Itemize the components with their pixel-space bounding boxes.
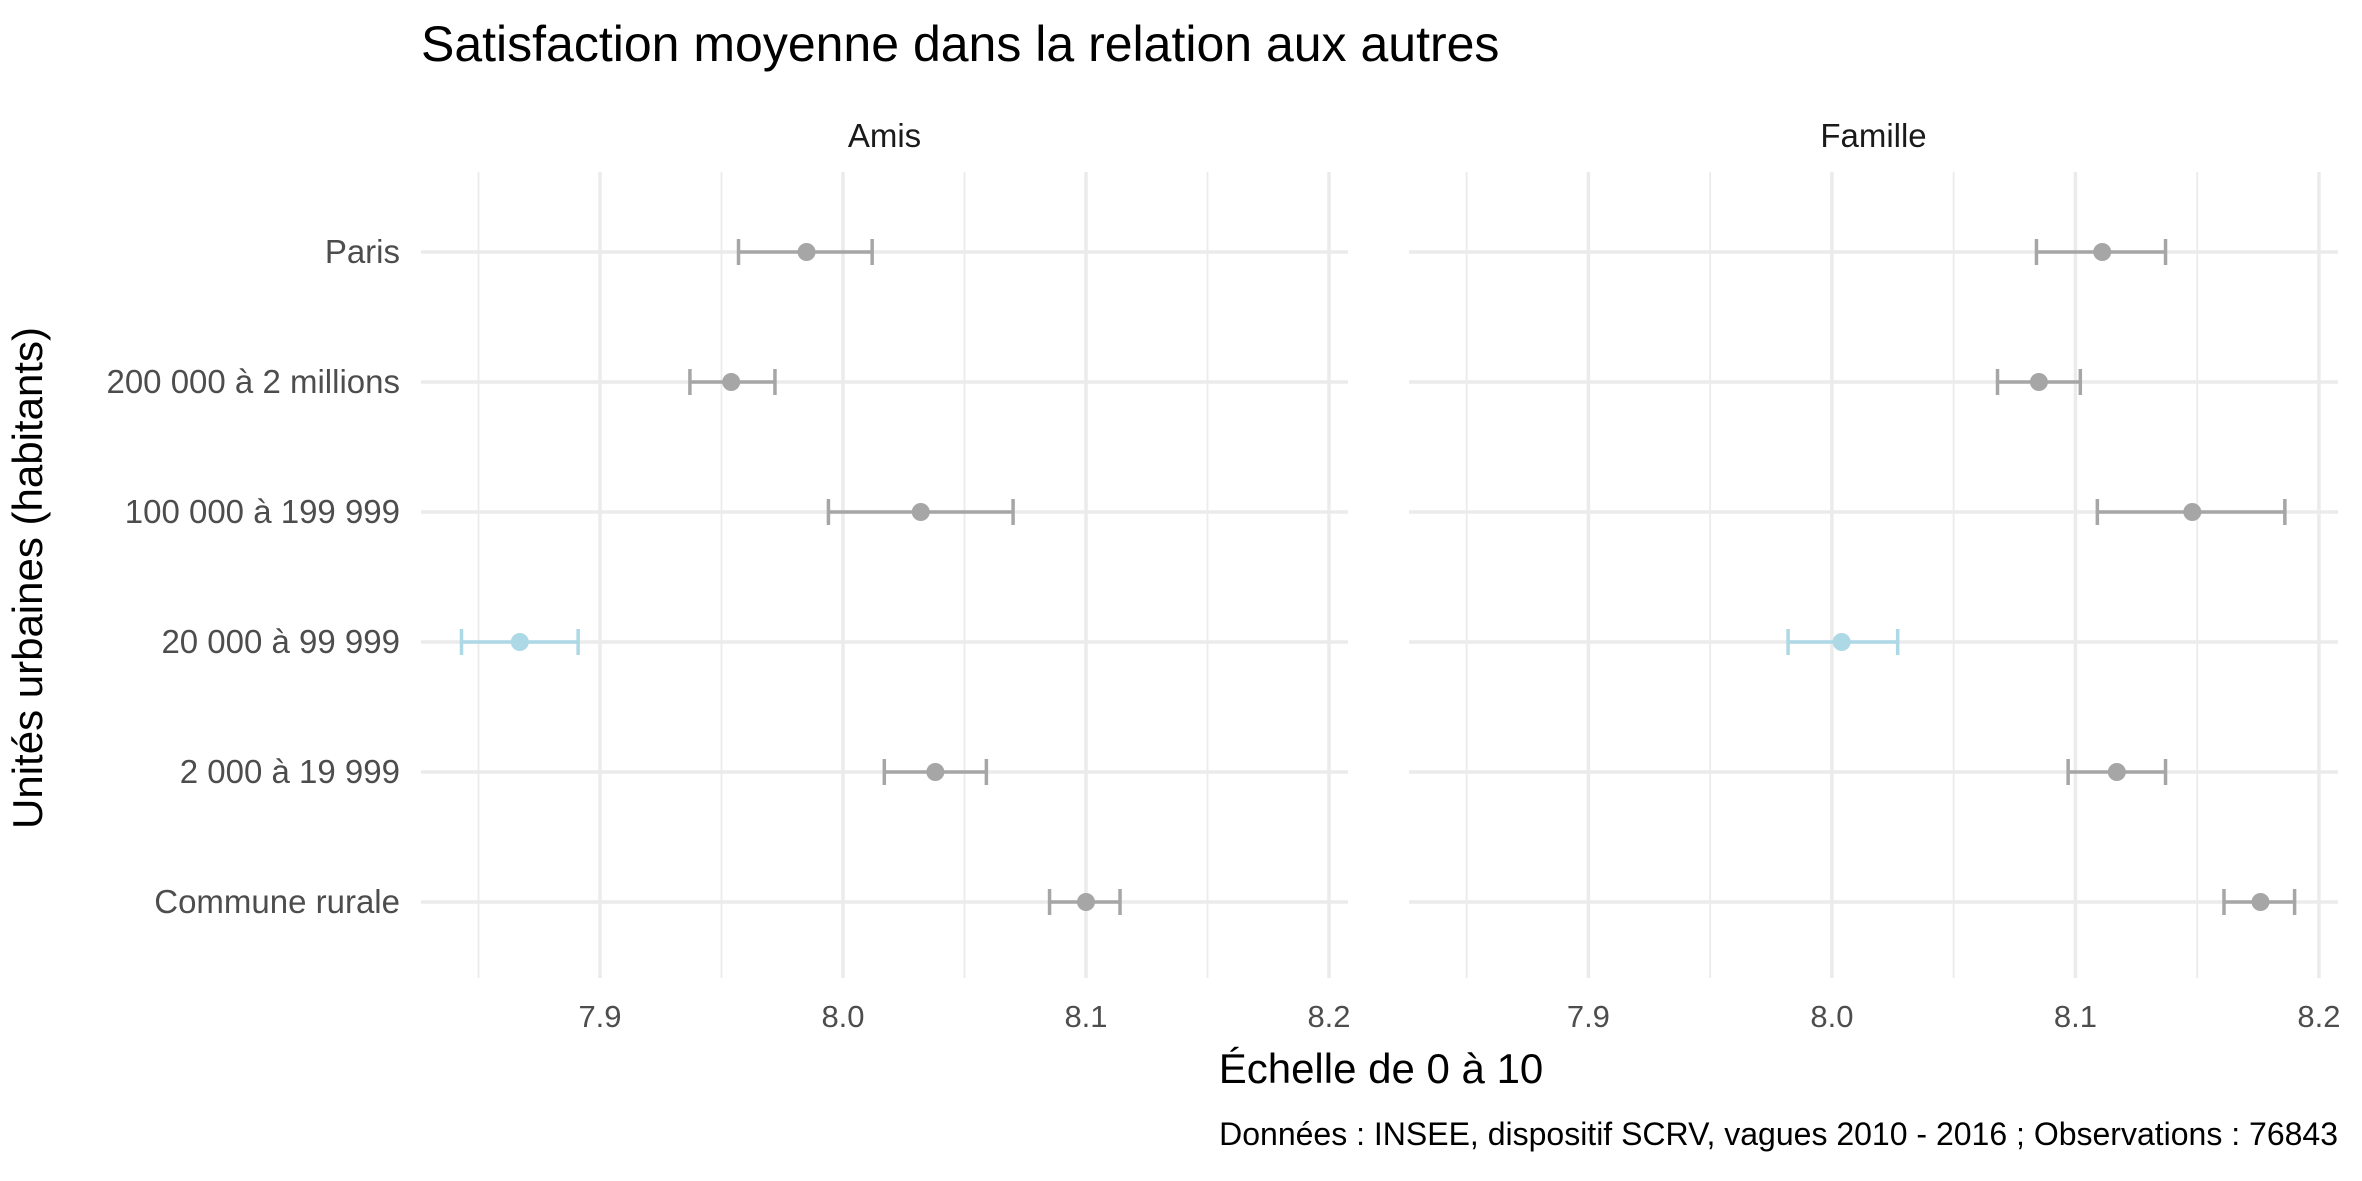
point-amis-100-000-a-199-999 bbox=[911, 503, 930, 521]
point-amis-paris bbox=[797, 243, 816, 261]
chart-caption: Données : INSEE, dispositif SCRV, vagues… bbox=[1219, 1116, 2338, 1152]
point-amis-commune-rurale bbox=[1077, 893, 1095, 911]
y-tick-commune-rurale: Commune rurale bbox=[154, 883, 400, 920]
facet-amis: Amis 7.9 8.0 8.1 8.2 bbox=[421, 117, 1351, 1034]
y-tick-20-000-a-99-999: 20 000 à 99 999 bbox=[161, 623, 400, 660]
y-tick-100-000-a-199-999: 100 000 à 199 999 bbox=[125, 493, 400, 530]
point-famille-2-000-a-19-999 bbox=[2107, 763, 2126, 781]
x-tick-amis-7-9: 7.9 bbox=[578, 999, 621, 1034]
x-tick-amis-8-0: 8.0 bbox=[821, 999, 864, 1034]
point-famille-paris bbox=[2093, 243, 2112, 261]
facet-label-famille: Famille bbox=[1820, 117, 1926, 154]
facet-label-amis: Amis bbox=[848, 117, 921, 154]
facet-panels: Amis 7.9 8.0 8.1 8.2 Famille 7.9 8.0 8.1 8.2 bbox=[421, 117, 2341, 1034]
x-tick-famille-8-1: 8.1 bbox=[2054, 999, 2097, 1034]
point-amis-20-000-a-99-999 bbox=[510, 633, 529, 651]
x-tick-amis-8-2: 8.2 bbox=[1307, 999, 1350, 1034]
point-famille-commune-rurale bbox=[2251, 893, 2270, 911]
x-axis-title: Échelle de 0 à 10 bbox=[1219, 1045, 1544, 1092]
x-tick-famille-7-9: 7.9 bbox=[1567, 999, 1610, 1034]
chart-title: Satisfaction moyenne dans la relation au… bbox=[421, 16, 1499, 72]
x-tick-amis-8-1: 8.1 bbox=[1064, 999, 1107, 1034]
point-famille-100-000-a-199-999 bbox=[2183, 503, 2202, 521]
point-amis-200-000-a-2-millions bbox=[722, 373, 741, 391]
y-tick-2-000-a-19-999: 2 000 à 19 999 bbox=[180, 753, 400, 790]
point-amis-2-000-a-19-999 bbox=[926, 763, 945, 781]
x-tick-famille-8-2: 8.2 bbox=[2297, 999, 2340, 1034]
facet-famille: Famille 7.9 8.0 8.1 8.2 bbox=[1409, 117, 2341, 1034]
y-axis-title: Unités urbaines (habitants) bbox=[4, 327, 51, 829]
point-famille-200-000-a-2-millions bbox=[2029, 373, 2048, 391]
y-tick-labels: Paris 200 000 à 2 millions 100 000 à 199 9… bbox=[106, 233, 400, 920]
y-tick-200-000-a-2-millions: 200 000 à 2 millions bbox=[106, 363, 400, 400]
y-tick-paris: Paris bbox=[325, 233, 400, 270]
x-tick-famille-8-0: 8.0 bbox=[1810, 999, 1853, 1034]
point-famille-20-000-a-99-999 bbox=[1832, 633, 1851, 651]
